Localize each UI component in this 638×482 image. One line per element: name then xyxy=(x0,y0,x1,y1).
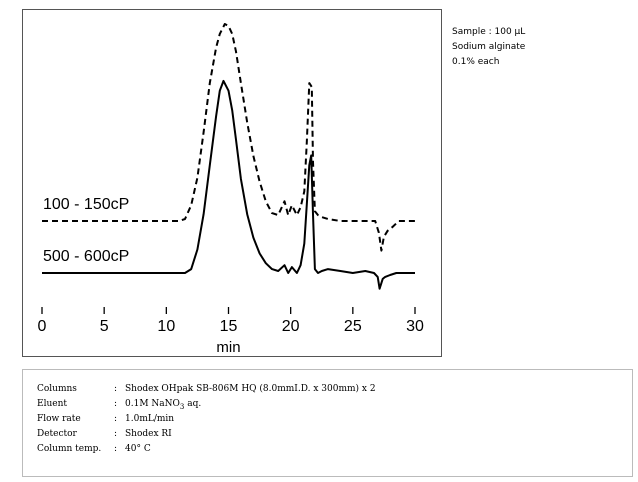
sample-type-note: Sodium alginate xyxy=(452,42,526,52)
condition-separator: : xyxy=(114,414,118,424)
condition-row-detector: Detector : Shodex RI xyxy=(37,429,376,444)
condition-separator: : xyxy=(114,399,118,409)
trace-label: 500 - 600cP xyxy=(43,248,129,265)
condition-row-flow-rate: Flow rate : 1.0mL/min xyxy=(37,414,376,429)
conditions-table: Columns : Shodex OHpak SB-806M HQ (8.0mm… xyxy=(37,384,376,459)
x-tick-label: 30 xyxy=(406,318,424,335)
trace-solid xyxy=(42,79,415,290)
chromatogram-plot: 0 5 10 15 20 25 30 min 100 - 150cP 500 - 600cP xyxy=(38,23,424,356)
x-tick-label: 15 xyxy=(220,318,238,335)
condition-separator: : xyxy=(114,384,118,394)
condition-label: Eluent xyxy=(37,399,67,409)
chromatogram-chart: 0 5 10 15 20 25 30 min 100 - 150cP 500 - 600cP xyxy=(22,9,442,357)
sample-notes: Sample : 100 μL Sodium alginate 0.1% eac… xyxy=(452,25,525,70)
condition-row-columns: Columns : Shodex OHpak SB-806M HQ (8.0mm… xyxy=(37,384,376,399)
trace-label: 100 - 150cP xyxy=(43,196,129,213)
condition-label: Column temp. xyxy=(37,444,102,454)
x-tick-label: 20 xyxy=(282,318,300,335)
condition-separator: : xyxy=(114,429,118,439)
x-tick-label: 25 xyxy=(344,318,362,335)
sample-concentration-note: 0.1% each xyxy=(452,57,500,67)
condition-value: Shodex RI xyxy=(125,429,172,439)
conditions-panel: Columns : Shodex OHpak SB-806M HQ (8.0mm… xyxy=(22,369,633,477)
condition-separator: : xyxy=(114,444,118,454)
x-tick-label: 10 xyxy=(157,318,175,335)
eluent-suffix: aq. xyxy=(184,399,202,409)
condition-label: Columns xyxy=(37,384,77,394)
condition-row-column-temp: Column temp. : 40° C xyxy=(37,444,376,459)
x-axis-title: min xyxy=(216,339,240,356)
condition-row-eluent: Eluent : 0.1M NaNO3 aq. xyxy=(37,399,376,414)
condition-value: 40° C xyxy=(125,444,151,454)
eluent-formula: 0.1M NaNO xyxy=(125,399,180,409)
condition-value: 1.0mL/min xyxy=(125,414,175,424)
condition-label: Detector xyxy=(37,429,77,439)
condition-label: Flow rate xyxy=(37,414,81,424)
sample-volume-note: Sample : 100 μL xyxy=(452,27,526,37)
eluent-subscript: 3 xyxy=(179,402,185,411)
trace-dashed xyxy=(42,23,415,252)
condition-value: 0.1M NaNO3 aq. xyxy=(125,399,376,414)
condition-value: Shodex OHpak SB-806M HQ (8.0mmI.D. x 300… xyxy=(125,384,376,394)
x-tick-label: 0 xyxy=(38,318,47,335)
x-tick-label: 5 xyxy=(100,318,109,335)
